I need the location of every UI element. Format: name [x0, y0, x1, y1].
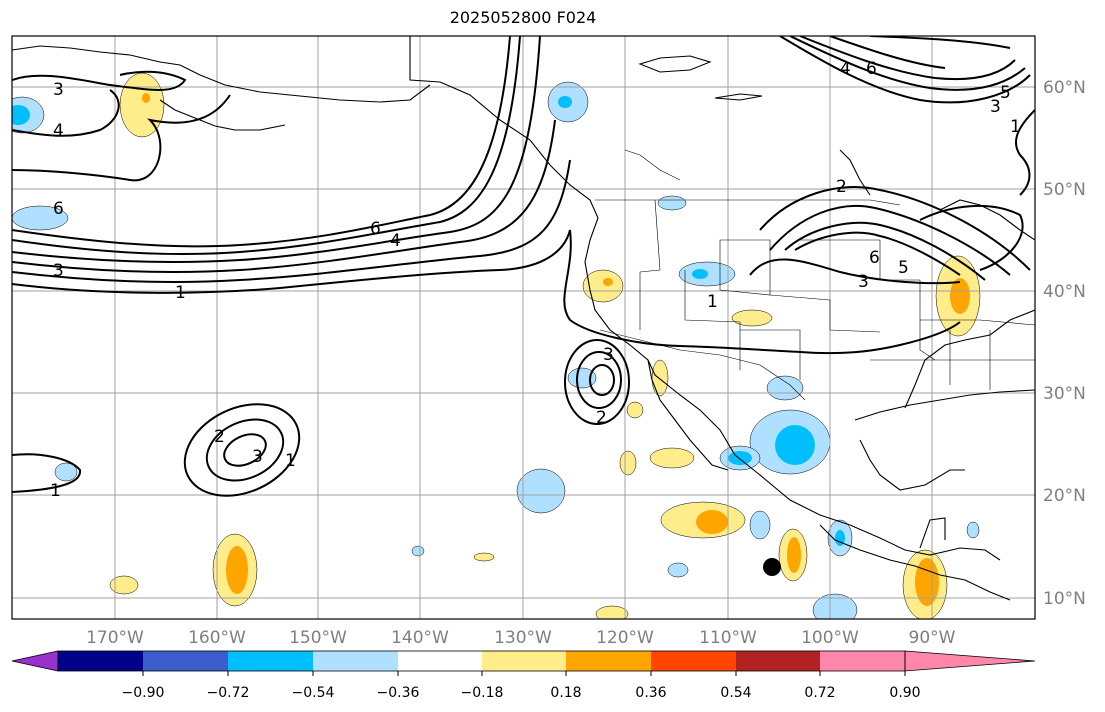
contour-label: 4	[390, 231, 401, 251]
lon-label: 160°W	[188, 628, 246, 648]
contour-label: 3	[53, 80, 64, 100]
lon-label: 110°W	[699, 628, 757, 648]
map-title: 2025052800 F024	[449, 8, 597, 27]
contour-label: 1	[707, 292, 718, 312]
contour-label: 6	[370, 219, 381, 239]
tropical-cyclone-marker	[763, 558, 781, 576]
colorbar-extend-high	[904, 650, 1036, 672]
contour-label: 4	[53, 121, 64, 141]
map-panel: 3 4 6 6 4 3 1 1 2 3 1 3 2 1 2 6 5 3 4 6 …	[12, 36, 1035, 619]
lon-label: 170°W	[86, 628, 144, 648]
contour-label-group: 3 4 6 6 4 3 1 1 2 3 1 3 2 1 2 6 5 3 4 6 …	[50, 59, 1021, 501]
graticule	[12, 36, 1035, 619]
contour-label: 5	[1000, 83, 1011, 103]
contour-label: 3	[858, 272, 869, 292]
colorbar-tick-label: 0.72	[804, 685, 835, 701]
lon-label: 90°W	[909, 628, 956, 648]
colorbar-tick-label: 0.90	[889, 685, 920, 701]
lon-label: 120°W	[596, 628, 654, 648]
shaded-regions	[12, 72, 981, 619]
contour-label: 3	[990, 97, 1001, 117]
colorbar-tick-label: 0.18	[550, 685, 581, 701]
lon-label: 150°W	[289, 628, 347, 648]
coastlines	[12, 36, 1035, 601]
contour-label: 3	[603, 345, 614, 365]
contour-label: 6	[53, 199, 64, 219]
lat-label: 40°N	[1043, 282, 1086, 302]
colorbar-segment	[566, 651, 651, 671]
contour-label: 1	[1010, 117, 1021, 137]
colorbar-extend-low	[11, 650, 59, 672]
contour-lines	[12, 36, 1035, 497]
colorbar-tick-label: 0.36	[635, 685, 666, 701]
colorbar-tick-label: −0.72	[207, 685, 250, 701]
colorbar-segment	[228, 651, 313, 671]
colorbar-segment	[58, 651, 143, 671]
colorbar-segment	[736, 651, 820, 671]
colorbar-segment	[313, 651, 398, 671]
contour-label: 5	[898, 258, 909, 278]
colorbar-tick-label: −0.36	[377, 685, 420, 701]
colorbar: −0.90 −0.72 −0.54 −0.36 −0.18 0.18 0.36 …	[11, 650, 1036, 701]
lat-label: 50°N	[1043, 180, 1086, 200]
lat-label: 10°N	[1043, 589, 1086, 609]
contour-label: 6	[869, 248, 880, 268]
contour-label: 1	[175, 283, 186, 303]
colorbar-segment	[482, 651, 566, 671]
latitude-labels: 60°N 50°N 40°N 30°N 20°N 10°N	[1043, 78, 1086, 609]
map-frame	[11, 35, 1036, 620]
contour-label: 6	[866, 59, 877, 79]
longitude-labels: 170°W 160°W 150°W 140°W 130°W 120°W 110°…	[86, 628, 956, 648]
colorbar-tick-label: −0.18	[461, 685, 504, 701]
lon-label: 130°W	[494, 628, 552, 648]
contour-label: 1	[285, 451, 296, 471]
lat-label: 60°N	[1043, 78, 1086, 98]
colorbar-tick-label: −0.54	[292, 685, 335, 701]
lat-label: 20°N	[1043, 486, 1086, 506]
contour-label: 4	[840, 59, 851, 79]
colorbar-segment	[143, 651, 228, 671]
contour-label: 1	[50, 481, 61, 501]
lon-label: 140°W	[391, 628, 449, 648]
colorbar-segment	[398, 651, 482, 671]
contour-label: 2	[214, 427, 225, 447]
colorbar-segment	[651, 651, 736, 671]
lon-label: 100°W	[801, 628, 859, 648]
colorbar-tick-label: 0.54	[720, 685, 751, 701]
colorbar-tick-label: −0.90	[122, 685, 165, 701]
lat-label: 30°N	[1043, 384, 1086, 404]
contour-label: 2	[596, 408, 607, 428]
contour-label: 3	[252, 447, 263, 467]
colorbar-segment	[820, 651, 905, 671]
contour-label: 3	[53, 261, 64, 281]
contour-label: 2	[836, 177, 847, 197]
